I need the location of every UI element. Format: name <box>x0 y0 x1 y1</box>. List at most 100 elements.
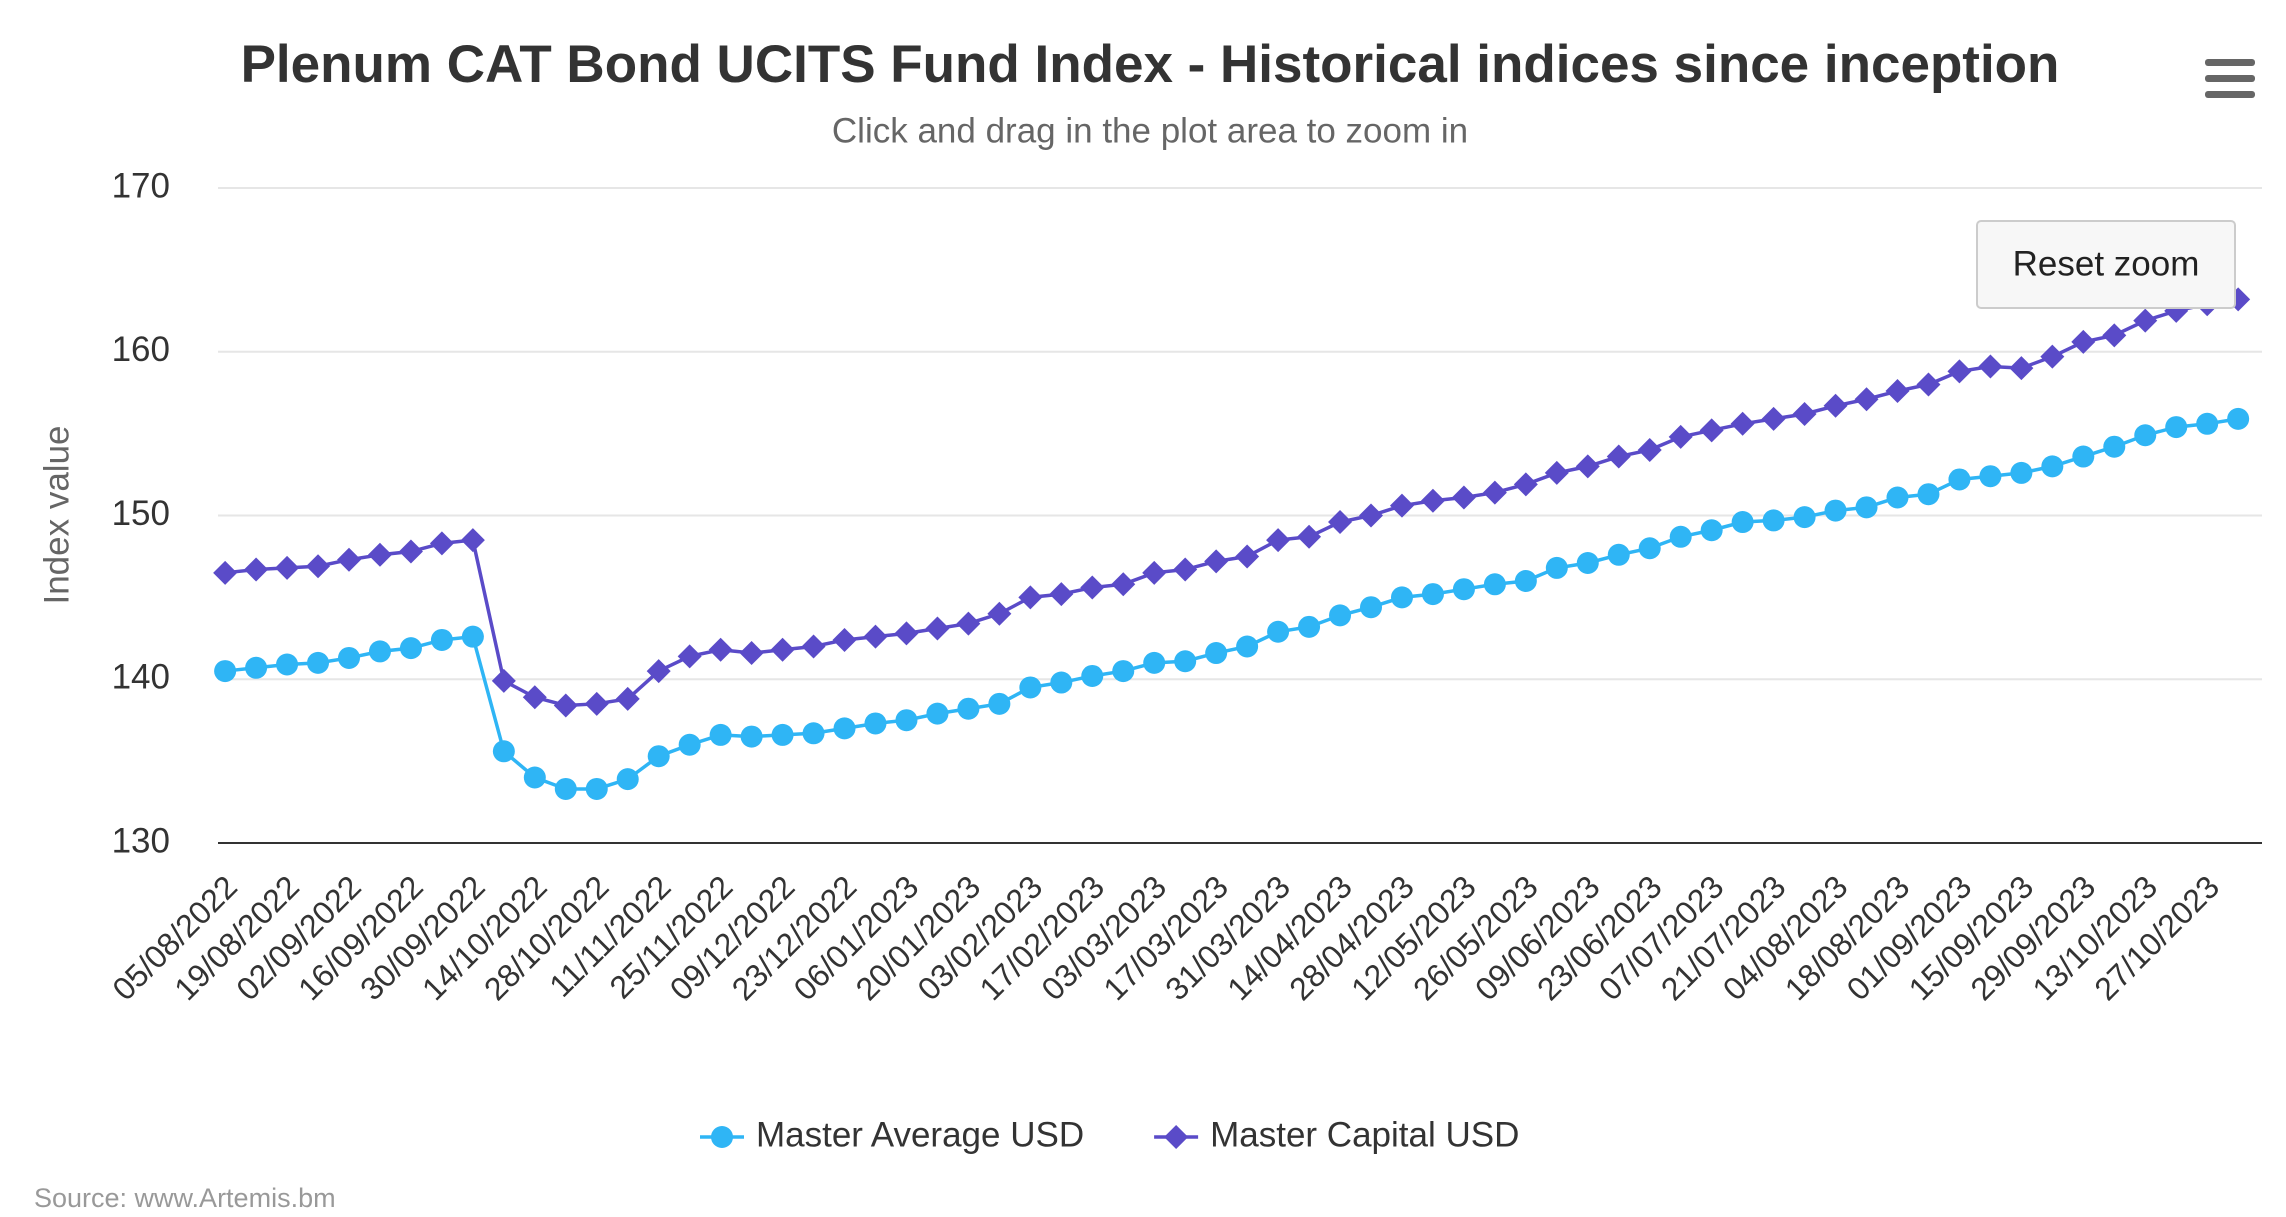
legend-item[interactable]: Master Capital USD <box>1154 1115 1519 1154</box>
y-tick-label: 170 <box>112 166 170 205</box>
point-marker <box>1143 651 1166 674</box>
point-marker <box>1049 582 1074 607</box>
legend-item[interactable]: Master Average USD <box>700 1115 1084 1154</box>
point-marker <box>926 702 949 725</box>
point-marker <box>709 723 732 746</box>
point-marker <box>2103 435 2126 458</box>
point-marker <box>832 627 857 652</box>
point-marker <box>615 686 640 711</box>
legend-label: Master Average USD <box>756 1115 1084 1154</box>
point-marker <box>1267 620 1290 643</box>
point-marker <box>275 555 300 580</box>
point-marker <box>1855 496 1878 519</box>
point-marker <box>1205 642 1228 665</box>
point-marker <box>1236 635 1259 658</box>
point-marker <box>1018 585 1043 610</box>
point-marker <box>1420 488 1445 513</box>
point-marker <box>894 621 919 646</box>
point-marker <box>1298 615 1321 638</box>
point-marker <box>1638 537 1661 560</box>
point-marker <box>740 725 763 748</box>
point-marker <box>988 692 1011 715</box>
point-marker <box>492 740 515 763</box>
point-marker <box>1947 359 1972 384</box>
point-marker <box>337 547 362 572</box>
point-marker <box>1792 401 1817 426</box>
y-tick-label: 150 <box>112 494 170 533</box>
point-marker <box>1669 525 1692 548</box>
point-marker <box>925 616 950 641</box>
point-marker <box>1545 556 1568 579</box>
point-marker <box>2165 416 2188 439</box>
point-marker <box>864 712 887 735</box>
point-marker <box>1235 544 1260 569</box>
point-marker <box>1731 511 1754 534</box>
point-marker <box>1204 549 1229 574</box>
reset-zoom-box[interactable] <box>1976 220 2236 309</box>
point-marker <box>368 640 391 663</box>
point-marker <box>1606 444 1631 469</box>
point-marker <box>398 539 423 564</box>
legend-marker <box>1164 1125 1189 1149</box>
point-marker <box>1019 676 1042 699</box>
point-marker <box>771 723 794 746</box>
point-marker <box>1761 406 1786 431</box>
point-marker <box>1916 372 1941 397</box>
point-marker <box>2227 407 2250 430</box>
point-marker <box>1700 519 1723 542</box>
point-marker <box>2134 424 2157 447</box>
point-marker <box>1637 438 1662 462</box>
point-marker <box>2196 412 2219 435</box>
point-marker <box>244 557 269 582</box>
point-marker <box>338 646 361 669</box>
point-marker <box>987 601 1012 626</box>
point-marker <box>1421 583 1444 606</box>
point-marker <box>863 624 888 649</box>
point-marker <box>646 659 671 684</box>
point-marker <box>1142 560 1167 585</box>
source: Source: www.Artemis.bm <box>34 1183 336 1213</box>
point-marker <box>647 745 670 768</box>
point-marker <box>1885 379 1910 404</box>
point-marker <box>1793 506 1816 529</box>
point-marker <box>1360 596 1383 619</box>
point-marker <box>399 637 422 660</box>
point-marker <box>1948 468 1971 491</box>
point-marker <box>2040 344 2065 369</box>
legend-marker <box>711 1126 733 1148</box>
point-marker <box>1823 393 1848 418</box>
menu-button[interactable] <box>2200 52 2260 104</box>
point-marker <box>461 625 484 648</box>
point-marker <box>957 697 980 720</box>
point-marker <box>1081 664 1104 687</box>
point-marker <box>2009 356 2034 381</box>
point-marker <box>1979 465 2002 488</box>
point-marker <box>2072 445 2095 468</box>
point-marker <box>678 733 701 756</box>
y-axis-title: Index value <box>37 425 76 604</box>
reset-zoom-button[interactable]: Reset zoom <box>1976 220 2236 309</box>
point-marker <box>276 653 299 676</box>
point-marker <box>245 656 268 679</box>
point-marker <box>1482 480 1507 505</box>
point-marker <box>1730 411 1755 436</box>
point-marker <box>1576 551 1599 574</box>
point-marker <box>213 560 238 585</box>
point-marker <box>1080 575 1105 600</box>
point-marker <box>1111 572 1136 597</box>
point-marker <box>1917 483 1940 506</box>
point-marker <box>833 717 856 740</box>
point-marker <box>1978 354 2003 379</box>
point-marker <box>802 722 825 745</box>
point-marker <box>1854 387 1879 412</box>
point-marker <box>306 554 331 579</box>
point-marker <box>1452 578 1475 601</box>
point-marker <box>554 777 577 800</box>
point-marker <box>1575 454 1600 479</box>
reset-zoom-label[interactable]: Reset zoom <box>2013 244 2200 283</box>
point-marker <box>677 644 702 669</box>
y-tick-label: 140 <box>112 658 170 697</box>
point-marker <box>801 634 826 659</box>
point-marker <box>523 766 546 789</box>
